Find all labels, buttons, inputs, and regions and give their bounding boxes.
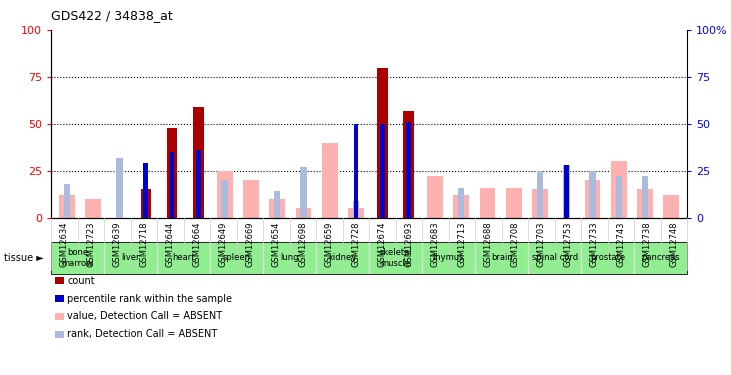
Text: GSM12728: GSM12728 [352, 221, 360, 267]
Bar [300, 167, 307, 218]
Bar [427, 176, 443, 218]
Bar [354, 124, 358, 218]
Text: GSM12708: GSM12708 [510, 221, 520, 267]
Text: skeletal
muscle: skeletal muscle [379, 248, 412, 267]
Text: count: count [67, 276, 95, 285]
Text: GSM12688: GSM12688 [484, 221, 493, 267]
Text: lung: lung [281, 254, 299, 262]
Bar [64, 184, 70, 218]
Text: GSM12649: GSM12649 [219, 221, 228, 267]
Text: GSM12748: GSM12748 [670, 221, 678, 267]
Bar [642, 176, 648, 218]
Text: GSM12718: GSM12718 [140, 221, 148, 267]
Bar [377, 68, 387, 218]
Text: pancreas: pancreas [641, 254, 680, 262]
Bar [585, 180, 600, 218]
Bar [243, 180, 259, 218]
Bar [532, 189, 548, 217]
Bar [86, 199, 101, 217]
Text: kidney: kidney [328, 254, 357, 262]
Bar [611, 161, 626, 218]
Bar [380, 124, 385, 218]
Bar [563, 165, 569, 218]
Text: GSM12723: GSM12723 [86, 221, 96, 267]
Bar [480, 188, 496, 218]
Text: GSM12693: GSM12693 [404, 221, 414, 267]
Text: liver: liver [121, 254, 140, 262]
Bar [458, 188, 464, 218]
Bar [616, 176, 622, 218]
Text: spleen: spleen [223, 254, 251, 262]
Bar [564, 165, 569, 218]
Bar [589, 171, 596, 217]
Text: GSM12733: GSM12733 [590, 221, 599, 267]
Bar [269, 199, 285, 217]
Bar [322, 142, 338, 218]
Bar [274, 191, 281, 217]
Bar [216, 171, 232, 217]
Bar [353, 201, 360, 217]
Bar [196, 150, 201, 217]
Bar [404, 111, 414, 218]
Text: tissue ►: tissue ► [4, 253, 44, 263]
Text: GSM12753: GSM12753 [564, 221, 572, 267]
Text: GSM12738: GSM12738 [643, 221, 652, 267]
Bar [537, 171, 543, 217]
Bar [193, 107, 204, 218]
Text: GSM12664: GSM12664 [192, 221, 202, 267]
Bar [406, 122, 411, 218]
Bar [116, 158, 123, 218]
Text: GSM12703: GSM12703 [537, 221, 546, 267]
Text: GSM12674: GSM12674 [378, 221, 387, 267]
Bar [59, 195, 75, 217]
Text: bone
marrow: bone marrow [61, 248, 94, 267]
Bar [295, 208, 311, 218]
Bar [167, 128, 178, 218]
Bar [637, 189, 653, 217]
Text: heart: heart [173, 254, 195, 262]
Bar [453, 195, 469, 217]
Bar [140, 189, 151, 217]
Text: GSM12713: GSM12713 [458, 221, 466, 267]
Bar [143, 163, 148, 218]
Text: brain: brain [491, 254, 512, 262]
Text: prostate: prostate [590, 254, 625, 262]
Text: value, Detection Call = ABSENT: value, Detection Call = ABSENT [67, 312, 222, 321]
Text: GSM12634: GSM12634 [60, 221, 69, 267]
Text: GSM12743: GSM12743 [616, 221, 626, 267]
Text: GSM12644: GSM12644 [166, 221, 175, 267]
Text: GSM12698: GSM12698 [298, 221, 308, 267]
Bar [170, 152, 175, 217]
Bar [664, 195, 679, 217]
Text: GDS422 / 34838_at: GDS422 / 34838_at [51, 9, 173, 22]
Text: GSM12639: GSM12639 [113, 221, 122, 267]
Text: GSM12683: GSM12683 [431, 221, 440, 267]
Text: thymus: thymus [433, 254, 464, 262]
Bar [506, 188, 522, 218]
Text: GSM12659: GSM12659 [325, 221, 334, 267]
Text: GSM12669: GSM12669 [246, 221, 254, 267]
Text: percentile rank within the sample: percentile rank within the sample [67, 294, 232, 303]
Text: GSM12654: GSM12654 [272, 221, 281, 267]
Text: rank, Detection Call = ABSENT: rank, Detection Call = ABSENT [67, 330, 218, 339]
Text: spinal cord: spinal cord [531, 254, 577, 262]
Bar [221, 180, 228, 218]
Bar [348, 208, 364, 218]
